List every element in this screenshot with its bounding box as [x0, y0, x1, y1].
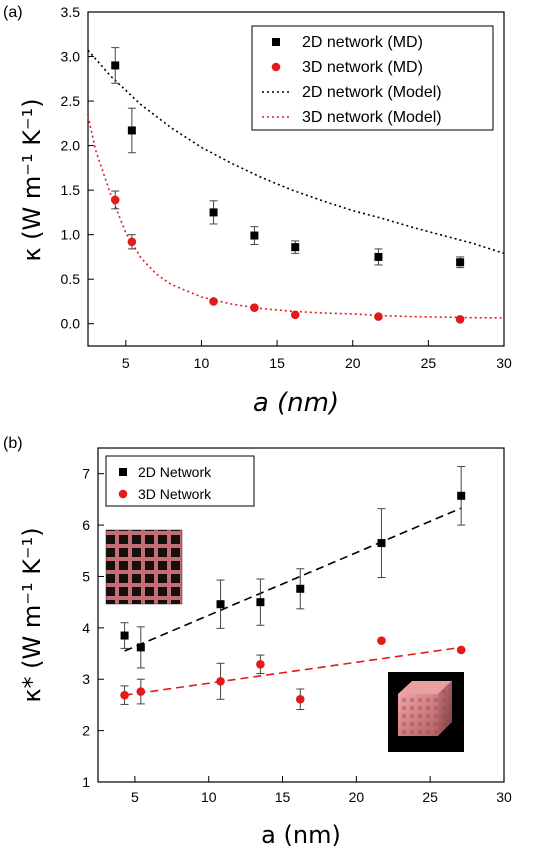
legend: 2D network (MD) 3D network (MD) 2D network…	[251, 25, 494, 131]
data-point-circle	[136, 687, 146, 696]
legend-label: 3D Network	[138, 486, 212, 502]
plot-frame	[97, 447, 505, 783]
x-tick-label: 20	[345, 355, 361, 371]
data-point-circle	[377, 636, 386, 645]
y-tick-label: 3.5	[61, 4, 81, 20]
data-point-circle	[374, 312, 383, 321]
panel-label: (b)	[3, 435, 23, 452]
data-point-square	[374, 252, 383, 261]
plot-area	[87, 47, 505, 324]
data-point-circle	[456, 645, 466, 655]
x-tick-label: 10	[201, 789, 217, 805]
series-line	[87, 49, 505, 255]
y-tick-label: 1.0	[61, 227, 81, 243]
y-axis-label: κ (W m⁻¹ K⁻¹)	[18, 98, 46, 261]
y-axis-label: κ* (W m⁻¹ K⁻¹)	[18, 527, 46, 702]
y-tick-label: 1.5	[61, 182, 81, 198]
plot-area	[120, 465, 466, 711]
y-tick-label: 0.0	[61, 316, 81, 332]
legend-label: 3D network (Model)	[302, 109, 442, 126]
data-point-circle	[256, 660, 265, 669]
x-tick-label: 30	[496, 355, 512, 371]
legend-label: 2D network (Model)	[302, 84, 442, 101]
panel-a: (a) 5 10 15 20 25 30 0.0 0.5 1.0 1.5 2.0 2.5 3.0 3.5…	[3, 4, 512, 418]
x-tick-label: 10	[194, 355, 210, 371]
series-line	[124, 507, 462, 652]
y-tick-label: 6	[82, 517, 90, 533]
data-point-square	[291, 243, 300, 252]
y-tick-label: 2	[82, 723, 90, 739]
y-tick-label: 0.5	[61, 271, 81, 287]
data-point-square	[127, 126, 136, 135]
legend-label: 2D Network	[138, 464, 212, 480]
data-point-circle	[209, 297, 218, 306]
series-line	[87, 116, 505, 319]
legend-marker-circle	[271, 62, 281, 72]
x-axis-label: a (nm)	[261, 821, 341, 849]
y-axis: 0.0 0.5 1.0 1.5 2.0 2.5 3.0 3.5	[61, 4, 94, 332]
legend-box	[105, 455, 255, 507]
x-axis: 5 10 15 20 25 30	[131, 776, 512, 805]
data-point-circle	[250, 303, 259, 313]
y-tick-label: 2.5	[61, 93, 81, 109]
x-tick-label: 25	[421, 355, 437, 371]
y-tick-label: 1	[82, 774, 90, 790]
data-point-square	[120, 631, 129, 640]
y-tick-label: 5	[82, 568, 90, 584]
data-point-square	[296, 584, 305, 593]
legend-marker-square	[272, 38, 280, 46]
data-point-circle	[110, 195, 120, 205]
data-point-square	[136, 643, 145, 652]
x-tick-label: 5	[122, 355, 130, 371]
plot-frame	[87, 11, 505, 347]
y-axis: 1 2 3 4 5 6 7	[82, 466, 104, 790]
data-point-square	[250, 231, 259, 240]
data-point-square	[256, 598, 265, 607]
legend-marker-circle	[118, 489, 128, 499]
x-tick-label: 20	[349, 789, 365, 805]
x-tick-label: 15	[275, 789, 291, 805]
y-tick-label: 7	[82, 466, 90, 482]
inset-3d-network-image	[388, 672, 464, 752]
data-point-square	[377, 539, 386, 548]
panel-b: (b) 5 10 15 20 25 30 1 2 3 4 5 6 7 a (nm) κ* (W m⁻¹…	[3, 435, 512, 849]
data-point-circle	[216, 676, 225, 686]
x-axis: 5 10 15 20 25 30	[122, 340, 512, 371]
x-tick-label: 25	[422, 789, 438, 805]
legend-label: 2D network (MD)	[302, 34, 423, 51]
data-point-square	[209, 208, 218, 217]
data-point-circle	[455, 314, 465, 324]
y-tick-label: 3	[82, 671, 90, 687]
data-point-square	[457, 491, 466, 500]
legend-box	[251, 25, 494, 131]
panel-label: (a)	[3, 4, 23, 21]
legend: 2D Network 3D Network	[105, 455, 255, 507]
legend-marker-square	[119, 468, 127, 476]
inset-2d-network-image	[105, 529, 183, 605]
data-point-square	[216, 600, 225, 609]
data-point-square	[456, 258, 465, 267]
legend-label: 3D network (MD)	[302, 59, 423, 76]
x-axis-label: a (nm)	[253, 388, 339, 418]
y-tick-label: 3.0	[61, 49, 81, 65]
x-tick-label: 5	[131, 789, 139, 805]
y-tick-label: 4	[82, 620, 90, 636]
data-point-circle	[290, 310, 300, 320]
x-tick-label: 30	[496, 789, 512, 805]
y-tick-label: 2.0	[61, 138, 81, 154]
x-tick-label: 15	[269, 355, 285, 371]
data-point-circle	[127, 237, 137, 247]
data-point-circle	[295, 694, 305, 704]
series-line	[124, 646, 462, 696]
data-point-circle	[120, 690, 129, 700]
data-point-square	[111, 61, 120, 70]
